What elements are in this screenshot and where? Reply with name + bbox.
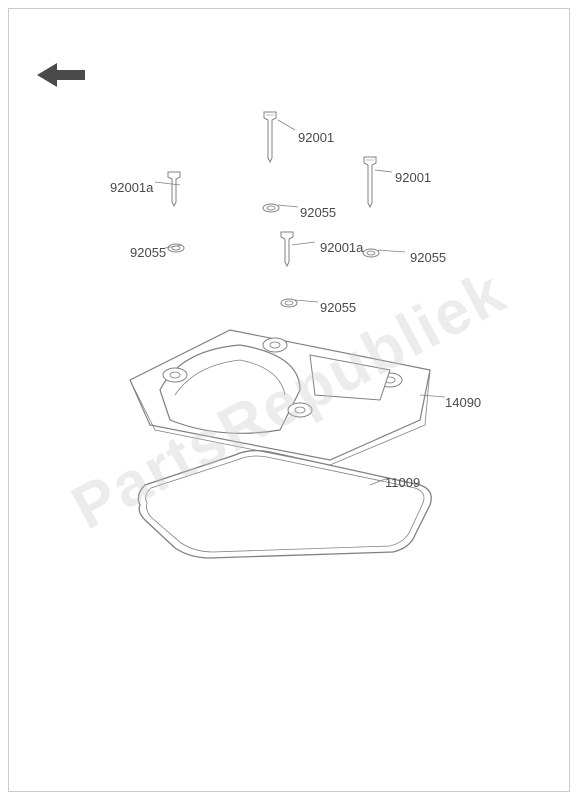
bolt-short-icon	[165, 170, 183, 213]
part-label: 92055	[300, 205, 336, 220]
diagram-container: 92001 92001a 92001 92055 92055 92001a 92…	[0, 0, 578, 800]
seal-ring-icon	[362, 245, 380, 263]
part-label: 92055	[320, 300, 356, 315]
part-label: 92055	[130, 245, 166, 260]
seal-ring-icon	[167, 240, 185, 258]
exploded-view-drawing	[60, 100, 520, 600]
part-label: 11009	[385, 475, 420, 490]
part-label: 92001a	[110, 180, 153, 195]
part-label: 92001a	[320, 240, 363, 255]
bolt-long-icon	[360, 155, 380, 215]
part-label: 92001	[298, 130, 334, 145]
bolt-long-icon	[260, 110, 280, 170]
gasket-icon	[115, 440, 445, 575]
part-label: 92001	[395, 170, 431, 185]
part-label: 14090	[445, 395, 481, 410]
bolt-short-icon	[278, 230, 296, 273]
part-label: 92055	[410, 250, 446, 265]
seal-ring-icon	[262, 200, 280, 218]
direction-arrow-icon	[35, 60, 90, 95]
